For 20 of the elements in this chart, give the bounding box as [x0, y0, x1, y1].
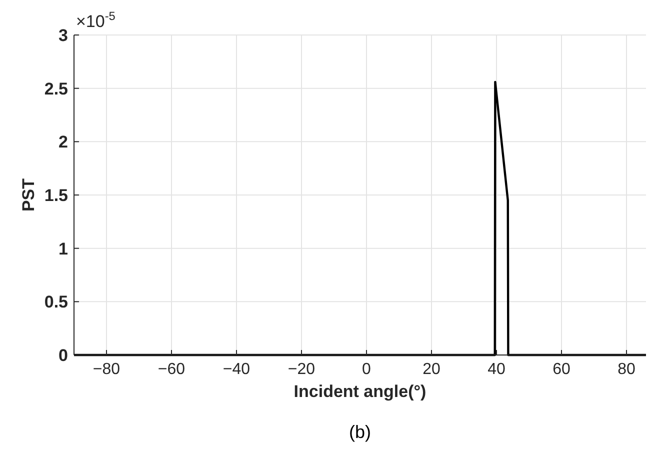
x-tick-label: −40	[222, 361, 250, 378]
y-tick-label: 0	[58, 346, 68, 365]
x-tick-label: 40	[488, 361, 506, 378]
x-tick-label: −80	[92, 361, 120, 378]
y-tick-label: 0.5	[44, 292, 68, 312]
x-tick-label: −20	[288, 361, 316, 378]
x-tick-label: 80	[618, 361, 636, 378]
text: ×10$^{-5}$	[76, 9, 116, 31]
y-tick-label: 1.5	[44, 186, 68, 205]
y-tick-label: 3	[58, 26, 68, 45]
y-tick-label: 1	[58, 239, 68, 258]
x-tick-label: 0	[362, 361, 372, 378]
x-tick-label: 60	[552, 361, 570, 378]
y-tick-label: 2	[58, 132, 68, 152]
x-tick-label: 20	[422, 361, 440, 378]
y-axis-title: PST	[19, 178, 38, 212]
y-tick-label: 2.5	[44, 79, 68, 98]
x-tick-label: −60	[158, 361, 186, 378]
text: (b)	[349, 422, 371, 442]
x-axis-title: Incident angle(°)	[294, 382, 426, 401]
